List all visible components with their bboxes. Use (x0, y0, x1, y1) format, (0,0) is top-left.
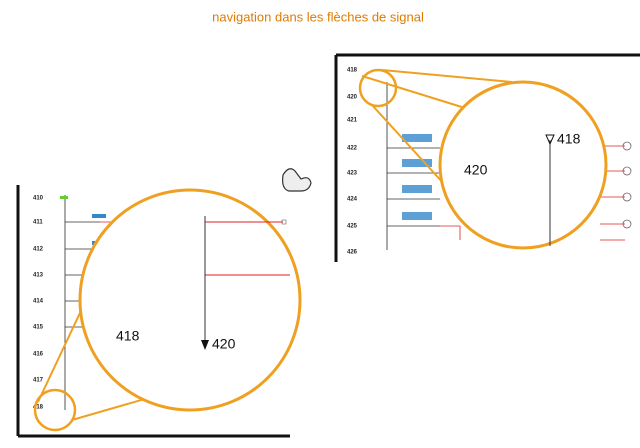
line-number: 418 (347, 68, 358, 74)
line-number: 414 (33, 299, 44, 305)
line-number: 415 (33, 325, 44, 331)
zoom-label: 418 (116, 328, 140, 344)
zoom-lens (358, 68, 398, 108)
title: navigation dans les flèches de signal (212, 9, 424, 24)
terminal (622, 192, 632, 202)
contact (402, 185, 432, 193)
zoom-lens (33, 388, 77, 432)
zoom-label: 418 (557, 131, 581, 147)
line-number: 425 (347, 224, 358, 230)
zoom-connector (381, 69, 513, 83)
zoom-connector (371, 104, 446, 186)
zoom-lens (438, 80, 608, 250)
zoom-label: 420 (464, 162, 488, 178)
line-number: 418 (33, 405, 44, 411)
contact (92, 214, 106, 218)
line-number: 411 (33, 220, 43, 226)
zoom-label: 420 (212, 336, 236, 352)
zoom-connector (361, 75, 466, 109)
line-number: 422 (347, 146, 358, 152)
terminal (622, 141, 632, 151)
line-number: 421 (347, 118, 358, 124)
zoom-lens (78, 188, 302, 412)
line-number: 412 (33, 247, 44, 253)
contact (402, 212, 432, 220)
line-number: 410 (33, 196, 44, 202)
line-number: 413 (33, 273, 44, 279)
arrow (201, 340, 209, 350)
arrow (545, 134, 555, 146)
tag (60, 196, 68, 199)
line-number: 423 (347, 171, 358, 177)
line-number: 420 (347, 95, 358, 101)
hand-icon (282, 168, 312, 192)
contact (402, 159, 432, 167)
contact (402, 134, 432, 142)
line-number: 417 (33, 378, 44, 384)
line-number: 426 (347, 250, 358, 256)
line-number: 416 (33, 352, 44, 358)
terminal (622, 219, 632, 229)
line-number: 424 (347, 197, 358, 203)
terminal (622, 166, 632, 176)
